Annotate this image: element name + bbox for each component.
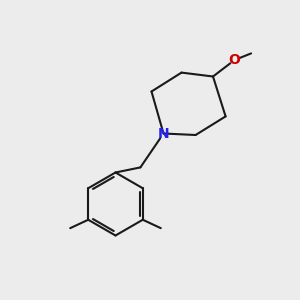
Text: N: N (158, 127, 169, 140)
Text: O: O (229, 53, 241, 67)
